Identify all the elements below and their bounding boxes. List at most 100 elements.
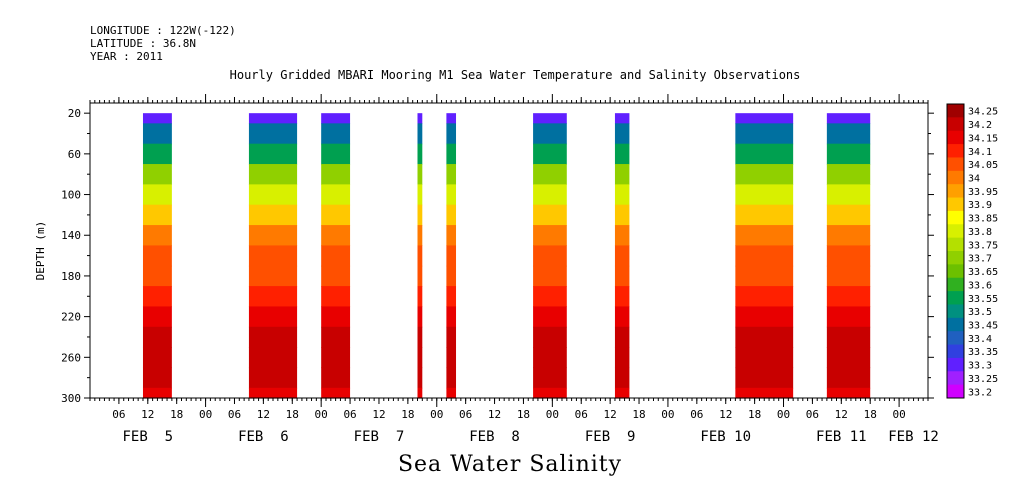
data-cell [735, 265, 794, 287]
data-cell [321, 387, 351, 399]
x-day-label: FEB 7 [354, 429, 405, 445]
colorbar-label: 33.45 [968, 321, 998, 332]
data-cell [446, 143, 457, 165]
colorbar-swatch [947, 184, 964, 198]
colorbar-label: 33.4 [968, 334, 992, 345]
data-cell [248, 367, 298, 389]
data-cell [533, 143, 567, 165]
colorbar-label: 33.9 [968, 200, 992, 211]
data-cell [417, 245, 423, 267]
x-tick-label: 06 [228, 408, 241, 421]
colorbar-swatch [947, 170, 964, 185]
data-cell [248, 326, 298, 348]
axis-layer: 20 60 100 140 180 220 260 300 DEPTH (m) 06 12 18 00 0… [34, 94, 939, 445]
x-day-label: FEB 6 [238, 429, 289, 445]
data-cell [446, 347, 457, 369]
data-cell [321, 306, 351, 328]
x-tick-label: 12 [488, 408, 501, 421]
colorbar-swatch [947, 357, 964, 372]
y-tick-label: 20 [68, 107, 81, 120]
data-cell [248, 286, 298, 308]
latitude-label: LATITUDE : 36.8N [90, 37, 196, 50]
data-cell [614, 184, 630, 206]
data-cell [142, 367, 172, 389]
colorbar-label: 33.95 [968, 187, 998, 198]
data-cell [248, 143, 298, 165]
data-cell [446, 113, 457, 124]
data-cell [735, 143, 794, 165]
data-cell [321, 113, 351, 124]
colorbar-swatch [947, 291, 964, 305]
x-tick-label: 12 [719, 408, 732, 421]
data-cell [248, 113, 298, 124]
colorbar-label: 34.2 [968, 120, 992, 131]
colorbar-label: 34.05 [968, 160, 998, 171]
data-cell [321, 326, 351, 348]
data-cell [248, 225, 298, 247]
colorbar-label: 33.6 [968, 280, 992, 291]
x-tick-label: 12 [835, 408, 848, 421]
data-cell [142, 245, 172, 267]
x-tick-label: 00 [777, 408, 790, 421]
data-cell [142, 143, 172, 165]
data-cell [735, 306, 794, 328]
x-tick-label: 18 [517, 408, 530, 421]
data-cell [735, 164, 794, 185]
data-cell [417, 347, 423, 369]
data-cell [446, 306, 457, 328]
data-cell [735, 245, 794, 267]
data-cell [826, 347, 871, 369]
data-cell [248, 265, 298, 287]
x-tick-label: 18 [864, 408, 877, 421]
colorbar-swatch [947, 104, 964, 118]
data-cell [826, 387, 871, 399]
year-label: YEAR : 2011 [90, 50, 163, 63]
colorbar-swatch [947, 317, 964, 332]
x-tick-label: 06 [459, 408, 472, 421]
y-tick-label: 260 [61, 351, 81, 364]
data-cell [735, 113, 794, 124]
colorbar-label: 33.5 [968, 307, 992, 318]
data-layer [142, 113, 871, 399]
x-tick-label: 00 [199, 408, 212, 421]
colorbar-swatch [947, 224, 964, 239]
data-cell [614, 265, 630, 287]
colorbar-label: 33.7 [968, 254, 992, 265]
x-tick-label: 00 [661, 408, 674, 421]
data-cell [142, 164, 172, 185]
data-cell [417, 164, 423, 185]
data-cell [446, 204, 457, 226]
data-cell [321, 367, 351, 389]
data-cell [446, 245, 457, 267]
data-cell [735, 326, 794, 348]
data-cell [826, 286, 871, 308]
colorbar-swatch [947, 344, 964, 359]
data-cell [826, 184, 871, 206]
data-cell [321, 184, 351, 206]
y-tick-label: 100 [61, 189, 81, 202]
data-cell [417, 123, 423, 145]
x-tick-label: 06 [690, 408, 703, 421]
colorbar-swatch [947, 210, 964, 225]
x-tick-label: 12 [141, 408, 154, 421]
data-cell [446, 164, 457, 185]
colorbar-swatch [947, 251, 964, 265]
data-cell [614, 123, 630, 145]
data-cell [735, 347, 794, 369]
colorbar-label: 33.85 [968, 214, 998, 225]
data-cell [826, 306, 871, 328]
data-cell [826, 245, 871, 267]
data-cell [614, 347, 630, 369]
data-cell [826, 367, 871, 389]
data-cell [614, 326, 630, 348]
data-cell [417, 367, 423, 389]
data-cell [826, 123, 871, 145]
data-cell [142, 123, 172, 145]
y-axis-label: DEPTH (m) [34, 221, 47, 281]
data-cell [735, 123, 794, 145]
y-tick-label: 300 [61, 392, 81, 405]
colorbar-label: 33.35 [968, 347, 998, 358]
data-cell [735, 184, 794, 206]
data-cell [142, 265, 172, 287]
chart-title: Hourly Gridded MBARI Mooring M1 Sea Wate… [229, 68, 801, 82]
